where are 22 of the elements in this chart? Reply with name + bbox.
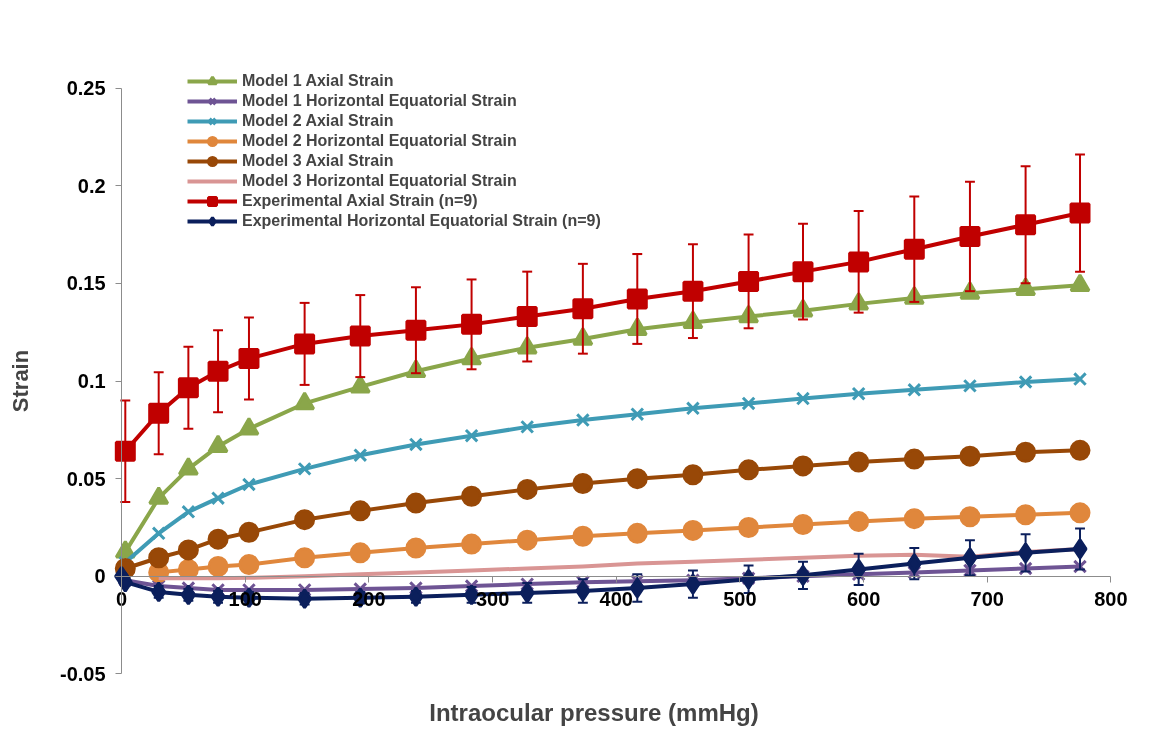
y-axis-title: Strain [7,349,33,413]
x-tick-label: 800 [1094,588,1128,611]
y-tick-label: 0.1 [77,370,106,392]
legend-label: Model 2 Axial Strain [242,111,394,131]
legend-label: Model 1 Horizontal Equatorial Strain [242,91,517,111]
legend-label: Experimental Horizontal Equatorial Strain (n=9) [242,211,601,231]
legend-label: Experimental Axial Strain (n=9) [242,191,478,211]
legend-label: Model 3 Axial Strain [242,151,394,171]
x-tick-label: 500 [723,588,757,611]
y-tick-label: 0.05 [66,467,106,490]
y-tick-label: 0 [94,565,106,588]
y-tick-label: -0.05 [60,662,106,685]
legend-label: Model 1 Axial Strain [242,71,394,91]
x-tick-label: 400 [599,588,633,611]
legend-label: Model 3 Horizontal Equatorial Strain [242,171,517,191]
x-tick-label: 700 [970,588,1004,611]
legend-label: Model 2 Horizontal Equatorial Strain [242,131,517,151]
y-tick-label: 0.25 [66,77,106,100]
x-tick-label: 600 [846,588,881,611]
y-tick-label: 0.2 [77,174,106,197]
y-tick-label: 0.15 [66,272,106,295]
x-axis-title: Intraocular pressure (mmHg) [429,698,759,726]
